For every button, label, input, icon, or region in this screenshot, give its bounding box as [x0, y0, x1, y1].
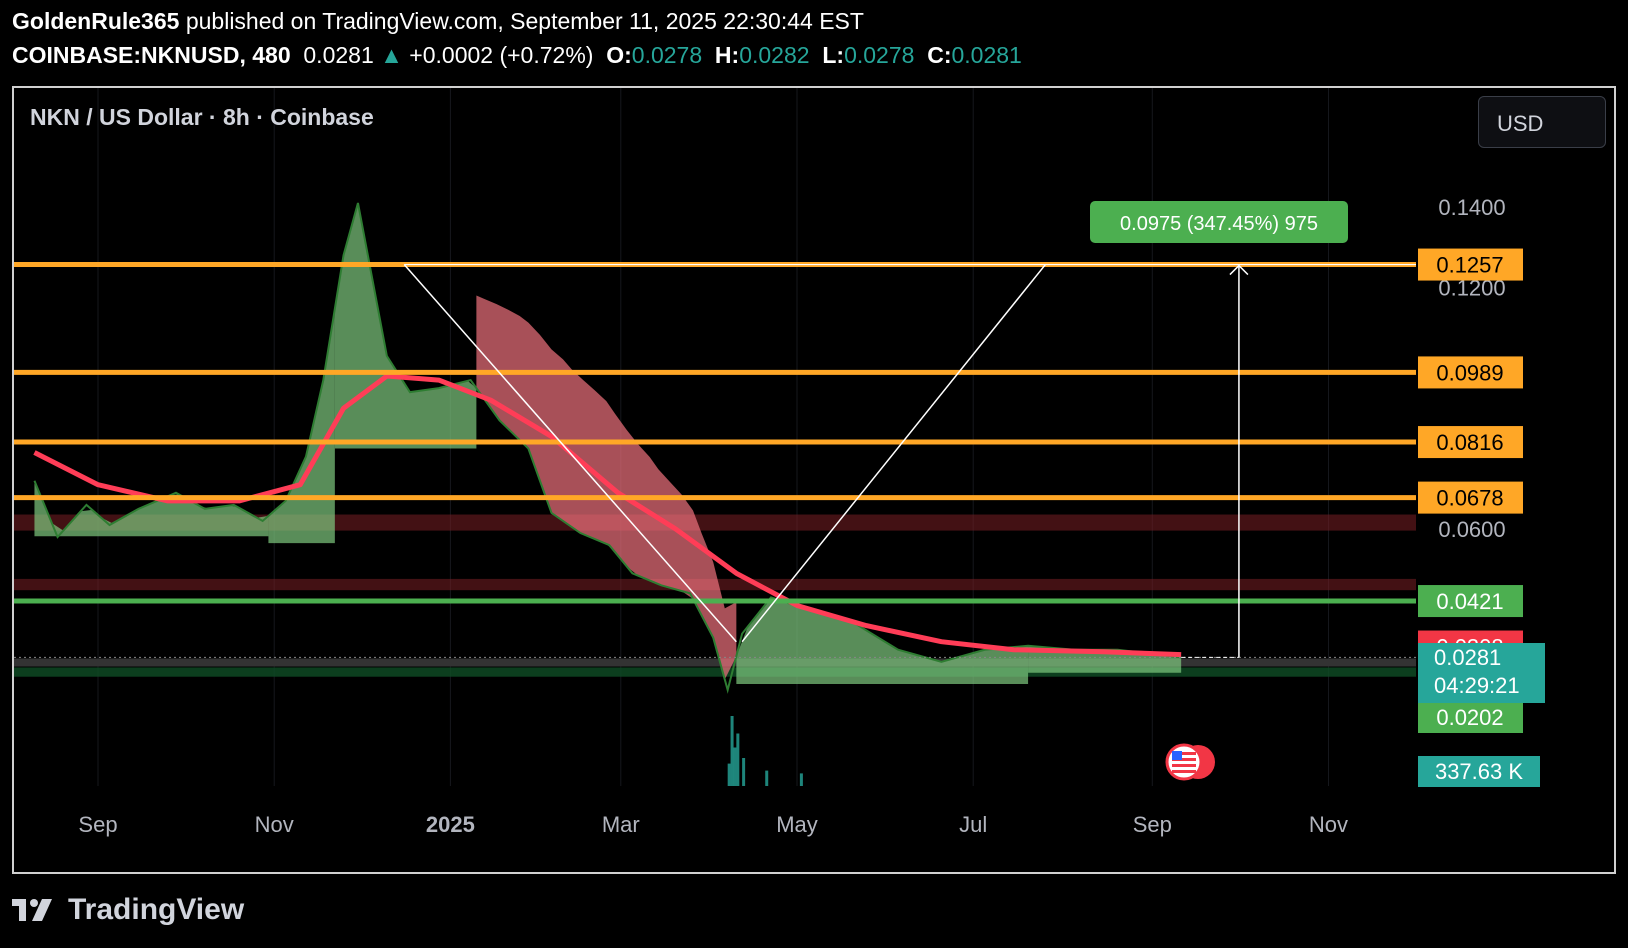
measure-label: 0.0975 (347.45%) 975: [1120, 213, 1318, 235]
volume-bar-4: [742, 758, 746, 786]
flag-icon-front: [1165, 743, 1203, 781]
chart-symbol-title: NKN / US Dollar · 8h · Coinbase: [30, 104, 374, 130]
price-line: [33, 202, 1182, 694]
level-label-0.0421: 0.0421: [1436, 589, 1503, 614]
volume-bar-2: [733, 747, 737, 786]
flag-icon: [1165, 743, 1215, 781]
plot-area: [14, 88, 1416, 786]
open-label: O:: [606, 42, 632, 68]
level-badge-0.0816: [1418, 426, 1523, 459]
stop-cloud-2: [334, 202, 477, 449]
symbol-label: COINBASE:NKNUSD, 480: [12, 42, 291, 68]
publish-info: published on TradingView.com, September …: [185, 8, 864, 34]
x-tick-2: 2025: [426, 812, 475, 837]
measure-label-box: [1090, 201, 1348, 243]
open-value: 0.0278: [631, 42, 703, 68]
zone-0: [14, 514, 1416, 531]
currency-button[interactable]: USD: [1478, 96, 1606, 148]
low-value: 0.0278: [844, 42, 915, 68]
chart-frame: [12, 86, 1616, 874]
high-label: H:: [714, 42, 740, 68]
flag-stripe-0: [1172, 752, 1196, 755]
moving-average-line: [33, 373, 1182, 658]
ohlc-line: COINBASE:NKNUSD, 480 0.0281 ▲ +0.0002 (+…: [12, 42, 1022, 69]
low-label: L:: [822, 42, 845, 68]
close-value: 0.0281: [951, 42, 1022, 68]
stop-cloud-0: [34, 480, 269, 537]
x-tick-0: Sep: [78, 812, 117, 837]
flag-stripe-1: [1172, 758, 1196, 761]
level-badge-0.0202: [1418, 701, 1523, 733]
flag-canton: [1172, 751, 1182, 760]
pattern-line-0: [403, 264, 737, 643]
level-label-0.0816: 0.0816: [1436, 430, 1503, 455]
high-value: 0.0282: [739, 42, 810, 68]
level-label-0.0989: 0.0989: [1436, 360, 1503, 385]
stop-cloud-3: [476, 295, 737, 680]
flag-stripe-3: [1172, 770, 1196, 773]
price-change: +0.0002 (+0.72%): [409, 42, 594, 68]
zone-2: [14, 667, 1416, 677]
volume-bar-6: [799, 773, 803, 786]
close-label: C:: [927, 42, 952, 68]
tradingview-logo-icon: [12, 899, 52, 921]
last-price-badge: [1418, 643, 1545, 703]
volume-label: 337.63 K: [1435, 759, 1523, 784]
level-label-0.0678: 0.0678: [1436, 486, 1503, 511]
flag-stripe-2: [1172, 764, 1196, 767]
countdown-label: 04:29:21: [1434, 673, 1520, 698]
last-price: 0.0281: [303, 42, 374, 68]
level-badge-0.0678: [1418, 481, 1523, 514]
volume-bar-0: [727, 763, 731, 786]
level-label-0.0202: 0.0202: [1436, 705, 1503, 730]
y-tick-0.0600: 0.0600: [1438, 517, 1505, 542]
publisher-line: GoldenRule365 published on TradingView.c…: [12, 8, 864, 35]
measure-arrow-head: [1229, 264, 1249, 276]
x-tick-5: Jul: [959, 812, 987, 837]
level-badge-0.1257: [1418, 248, 1523, 281]
volume-bar-1: [730, 716, 734, 786]
x-tick-4: May: [776, 812, 818, 837]
volume-badge: [1418, 756, 1540, 787]
stop-cloud-1: [268, 308, 335, 544]
pattern-line-1: [741, 264, 1046, 643]
author-name[interactable]: GoldenRule365: [12, 8, 180, 34]
y-tick-0.1400: 0.1400: [1438, 195, 1505, 220]
up-arrow-icon: ▲: [380, 42, 403, 68]
level-label-0.1257: 0.1257: [1436, 253, 1503, 278]
volume-bar-5: [765, 770, 769, 786]
tradingview-logo[interactable]: TradingView: [12, 893, 244, 927]
level-badge-0.0421: [1418, 585, 1523, 618]
last-price-label: 0.0281: [1434, 645, 1501, 670]
x-tick-1: Nov: [255, 812, 294, 837]
x-tick-6: Sep: [1133, 812, 1172, 837]
volume-bar-3: [736, 733, 740, 786]
level-badge-0.0989: [1418, 356, 1523, 389]
x-tick-7: Nov: [1309, 812, 1348, 837]
tradingview-brand: TradingView: [68, 893, 245, 926]
x-tick-3: Mar: [602, 812, 640, 837]
